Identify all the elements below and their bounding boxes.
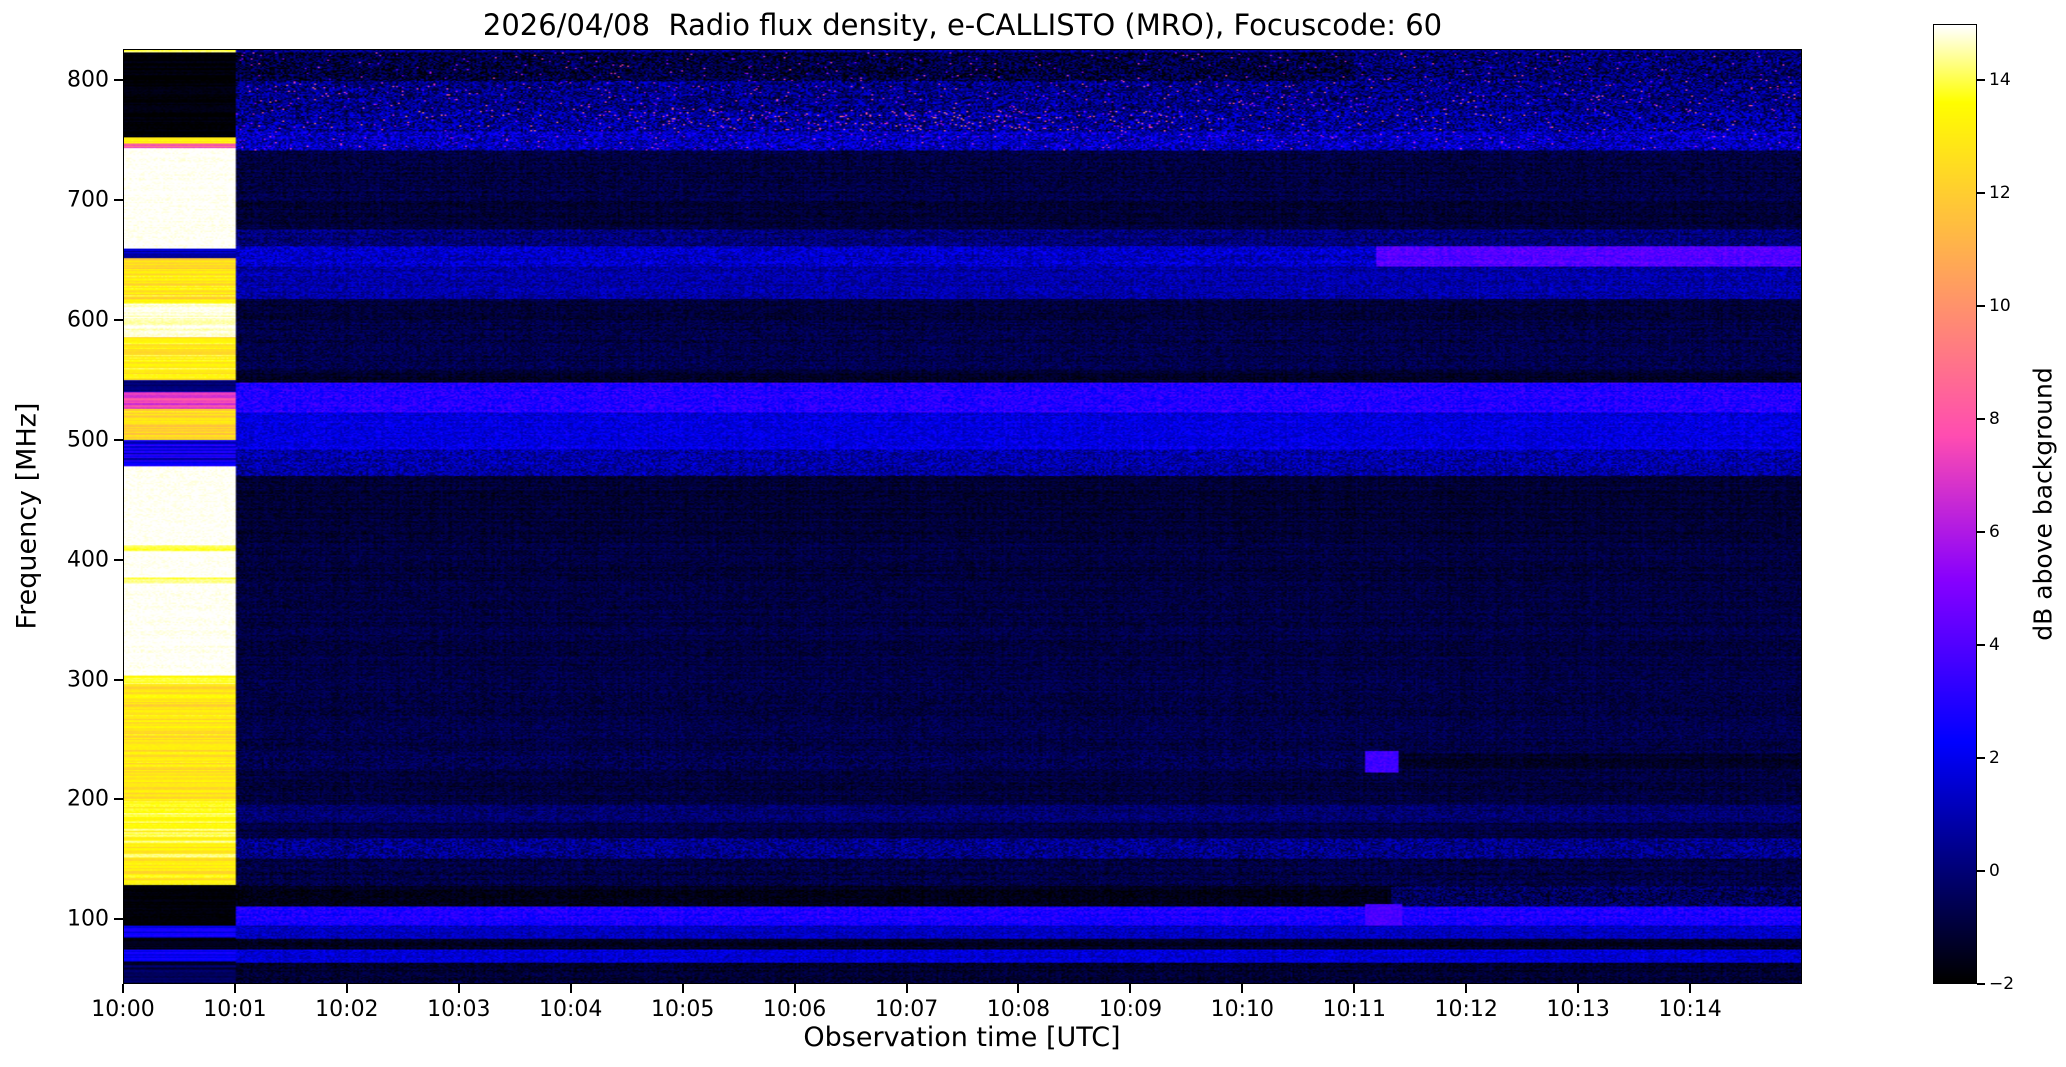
x-tick-label: 10:11 — [1322, 997, 1386, 1022]
x-tick-mark — [569, 984, 572, 993]
x-tick-mark — [1017, 984, 1020, 993]
colorbar-tick-mark — [1977, 192, 1985, 195]
y-axis-label: Frequency [MHz] — [11, 402, 43, 630]
y-tick-label: 300 — [67, 667, 109, 693]
colorbar-label: dB above background — [2028, 367, 2058, 641]
y-tick-label: 200 — [67, 786, 109, 812]
x-tick-label: 10:10 — [1210, 997, 1275, 1022]
colorbar-tick-mark — [1977, 79, 1985, 82]
x-tick-mark — [457, 984, 460, 993]
colorbar-tick-mark — [1977, 870, 1985, 873]
x-tick-mark — [1241, 984, 1244, 993]
x-tick-mark — [345, 984, 348, 993]
colorbar-tick-mark — [1977, 644, 1985, 647]
y-tick-mark — [114, 678, 123, 681]
y-tick-label: 800 — [67, 67, 109, 93]
y-tick-mark — [114, 558, 123, 561]
plot-area — [123, 49, 1802, 984]
x-axis-label: Observation time [UTC] — [803, 1022, 1121, 1053]
x-tick-mark — [1689, 984, 1692, 993]
colorbar-tick-mark — [1977, 531, 1985, 534]
colorbar-tick-mark — [1977, 757, 1985, 760]
y-tick-label: 700 — [67, 187, 109, 213]
x-tick-label: 10:02 — [315, 997, 379, 1022]
x-tick-label: 10:05 — [650, 997, 715, 1022]
y-tick-label: 500 — [67, 427, 109, 453]
colorbar-gradient — [1934, 25, 1976, 983]
y-tick-mark — [114, 918, 123, 921]
colorbar-tick-mark — [1977, 983, 1985, 985]
spectrogram-image — [124, 50, 1801, 983]
y-tick-mark — [114, 438, 123, 441]
y-tick-mark — [114, 798, 123, 801]
colorbar-tick-label: 6 — [1989, 522, 2000, 543]
y-tick-label: 400 — [67, 547, 109, 573]
x-tick-label: 10:01 — [203, 997, 267, 1022]
colorbar-tick-label: 8 — [1989, 409, 2000, 430]
x-tick-mark — [233, 984, 236, 993]
colorbar-tick-label: 12 — [1989, 183, 2011, 204]
colorbar-tick-mark — [1977, 305, 1985, 308]
colorbar-tick-label: −2 — [1989, 974, 2015, 994]
colorbar-tick-label: 10 — [1989, 296, 2011, 317]
x-tick-mark — [1353, 984, 1356, 993]
x-tick-label: 10:14 — [1658, 997, 1722, 1022]
x-tick-mark — [793, 984, 796, 993]
x-tick-label: 10:06 — [762, 997, 827, 1022]
colorbar — [1933, 24, 1977, 984]
colorbar-tick-mark — [1977, 418, 1985, 421]
colorbar-tick-label: 14 — [1989, 70, 2011, 91]
colorbar-tick-label: 0 — [1989, 861, 2000, 882]
x-tick-label: 10:12 — [1434, 997, 1498, 1022]
x-tick-label: 10:00 — [91, 997, 155, 1022]
x-tick-mark — [1465, 984, 1468, 993]
x-tick-label: 10:03 — [427, 997, 491, 1022]
y-tick-mark — [114, 199, 123, 202]
chart-title: 2026/04/08 Radio flux density, e-CALLIST… — [482, 8, 1443, 42]
x-tick-mark — [1577, 984, 1580, 993]
colorbar-tick-label: 4 — [1989, 635, 2000, 656]
x-tick-label: 10:07 — [874, 997, 939, 1022]
x-tick-label: 10:04 — [539, 997, 603, 1022]
x-tick-label: 10:13 — [1546, 997, 1610, 1022]
x-tick-mark — [905, 984, 908, 993]
y-tick-label: 100 — [67, 906, 109, 932]
y-tick-label: 600 — [67, 307, 109, 333]
x-tick-mark — [1129, 984, 1132, 993]
x-tick-label: 10:09 — [1098, 997, 1163, 1022]
y-tick-mark — [114, 318, 123, 321]
x-tick-mark — [681, 984, 684, 993]
colorbar-tick-label: 2 — [1989, 748, 2000, 769]
x-tick-label: 10:08 — [986, 997, 1051, 1022]
x-tick-mark — [122, 984, 124, 993]
y-tick-mark — [114, 79, 123, 82]
